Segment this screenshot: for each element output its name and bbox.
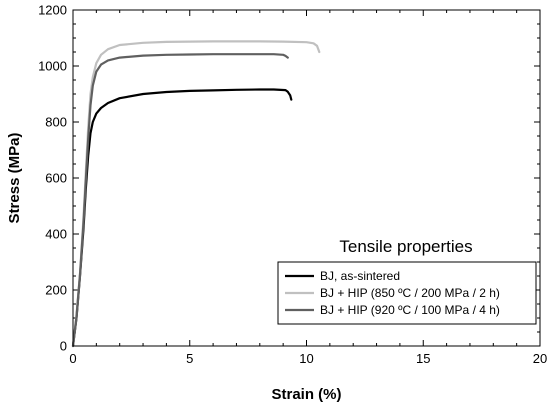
series-layer [71,40,321,348]
y-tick-label: 400 [45,227,67,242]
y-tick-label: 0 [60,339,67,354]
legend-title: Tensile properties [339,237,472,256]
y-axis-title: Stress (MPa) [6,133,23,224]
y-tick-label: 200 [45,283,67,298]
x-tick-label: 10 [299,351,313,366]
x-tick-label: 5 [186,351,193,366]
legend-label-1: BJ, as-sintered [320,269,400,283]
x-axis-title: Strain (%) [271,386,341,403]
y-tick-label: 1000 [38,59,67,74]
y-tick-label: 800 [45,115,67,130]
legend-label-2: BJ + HIP (850 ºC / 200 MPa / 2 h) [320,286,500,300]
y-tick-label: 600 [45,171,67,186]
series-line-1 [71,88,293,348]
series-line-3 [71,53,289,348]
x-tick-label: 0 [69,351,76,366]
plot-frame [72,9,541,347]
legend: Tensile properties BJ, as-sintered BJ + H… [277,237,537,325]
x-tick-label: 15 [416,351,430,366]
y-tick-label: 1200 [38,3,67,18]
x-tick-label: 20 [533,351,547,366]
legend-entries: BJ, as-sintered BJ + HIP (850 ºC / 200 MP… [285,269,500,317]
legend-box [277,261,537,325]
legend-label-3: BJ + HIP (920 ºC / 100 MPa / 4 h) [320,303,500,317]
